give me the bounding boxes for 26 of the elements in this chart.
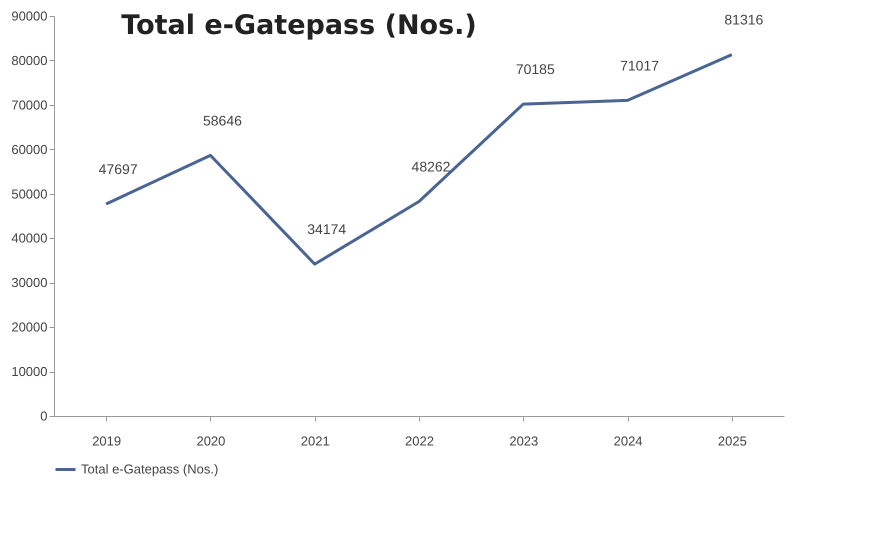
data-label: 71017: [620, 57, 660, 74]
x-tick-label: 2022: [405, 434, 434, 448]
x-tick-label: 2021: [300, 434, 330, 448]
y-tick-label: 80000: [11, 52, 48, 68]
data-label: 58646: [202, 112, 242, 128]
legend-label: Total e-Gatepass (Nos.): [81, 462, 218, 476]
data-label: 48262: [412, 158, 451, 174]
x-tick-label: 2025: [718, 434, 747, 448]
chart-title: Total e-Gatepass (Nos.): [121, 10, 477, 41]
data-label: 70185: [516, 61, 555, 78]
y-tick-label: 70000: [11, 97, 48, 112]
data-label: 34174: [307, 221, 346, 238]
y-tick-label: 0: [40, 408, 48, 424]
x-tick-label: 2024: [614, 434, 643, 448]
y-tick-label: 60000: [11, 142, 48, 157]
y-tick-label: 90000: [11, 8, 48, 24]
y-tick-label: 30000: [11, 275, 48, 290]
data-label: 81316: [724, 12, 764, 28]
y-tick-label: 10000: [11, 364, 48, 380]
y-tick-label: 20000: [11, 320, 48, 335]
x-tick-label: 2020: [196, 434, 226, 448]
y-tick-label: 40000: [11, 230, 48, 246]
data-label: 47697: [98, 161, 138, 178]
x-tick-label: 2019: [92, 434, 122, 448]
y-tick-label: 50000: [11, 186, 48, 202]
x-tick-label: 2023: [509, 434, 538, 448]
